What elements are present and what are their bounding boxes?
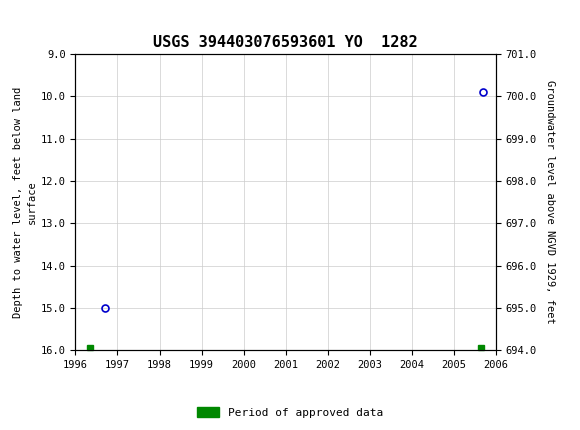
Y-axis label: Depth to water level, feet below land
surface: Depth to water level, feet below land su… [13, 86, 37, 318]
Title: USGS 394403076593601 YO  1282: USGS 394403076593601 YO 1282 [153, 35, 418, 50]
Bar [478, 345, 484, 350]
Text: USGS: USGS [38, 13, 85, 28]
Legend: Period of approved data: Period of approved data [193, 403, 387, 422]
Bar [88, 345, 93, 350]
Y-axis label: Groundwater level above NGVD 1929, feet: Groundwater level above NGVD 1929, feet [545, 80, 555, 324]
